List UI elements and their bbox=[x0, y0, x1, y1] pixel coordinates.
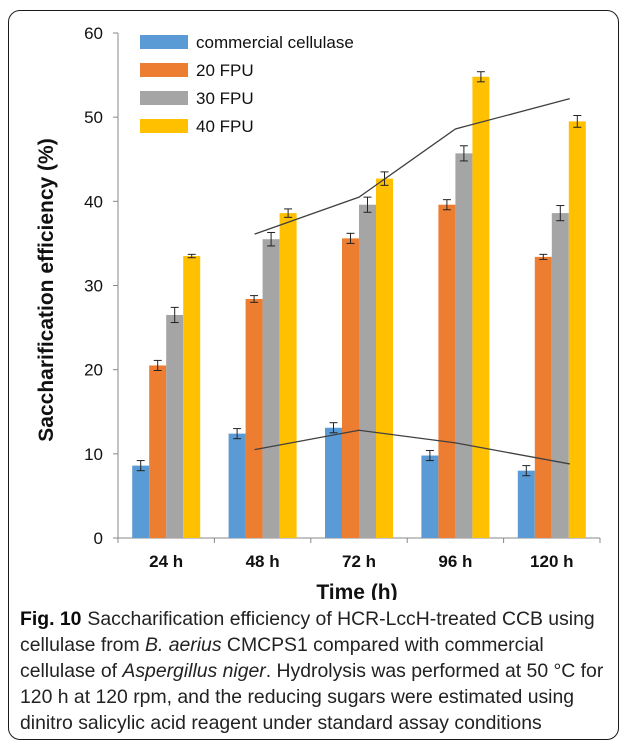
error-bar bbox=[187, 253, 196, 259]
y-axis-label: Saccharification efficiency (%) bbox=[35, 138, 58, 441]
chart-legend: commercial cellulase 20 FPU 30 FPU 40 FPU bbox=[140, 33, 354, 136]
error-bar bbox=[250, 295, 259, 303]
error-bar bbox=[170, 306, 179, 324]
error-bar bbox=[284, 208, 293, 218]
x-axis-label: Time (h) bbox=[316, 581, 397, 600]
bar-30-fpu-96h bbox=[455, 153, 473, 538]
figure-label: Fig. 10 bbox=[20, 608, 82, 630]
bar-40-fpu-48h bbox=[279, 213, 297, 538]
y-tick-label: 40 bbox=[84, 192, 103, 211]
legend-label: commercial cellulase bbox=[196, 33, 354, 52]
error-bar bbox=[425, 449, 434, 462]
error-bar bbox=[522, 465, 531, 477]
bar-30-fpu-24h bbox=[166, 314, 184, 538]
bar-30-fpu-48h bbox=[262, 239, 280, 539]
legend-label: 40 FPU bbox=[196, 117, 254, 136]
figure-caption-text: Saccharification efficiency of HCR-LccH-… bbox=[20, 608, 603, 734]
y-tick-label: 50 bbox=[84, 108, 103, 127]
error-bar bbox=[573, 114, 582, 128]
y-tick-label: 10 bbox=[84, 445, 103, 464]
trendline-2 bbox=[254, 98, 570, 235]
y-tick-label: 30 bbox=[84, 277, 103, 296]
bar-chart: 0 10 20 30 40 50 60 24 h 48 h 72 h 96 h 120 h comme… bbox=[35, 24, 601, 600]
bar-30-fpu-120h bbox=[551, 213, 569, 538]
caption-italic-text: B. aerius bbox=[145, 634, 222, 656]
bar-20-fpu-48h bbox=[245, 298, 263, 538]
legend-label: 20 FPU bbox=[196, 61, 254, 80]
figure-frame bbox=[8, 10, 619, 740]
caption-text: . Hydrolysis was performed at 50 °C for … bbox=[20, 660, 604, 734]
legend-swatch bbox=[140, 63, 188, 77]
y-tick-label: 60 bbox=[84, 24, 103, 43]
x-tick-label: 96 h bbox=[438, 552, 472, 571]
bar-commercial-cellulase-24h bbox=[132, 465, 150, 538]
error-bar bbox=[556, 205, 565, 222]
trendline-1 bbox=[254, 429, 570, 465]
caption-text: CMCPS1 compared with commercial cellulas… bbox=[20, 634, 544, 682]
bar-40-fpu-24h bbox=[183, 256, 201, 538]
error-bar bbox=[153, 359, 162, 372]
bar-40-fpu-120h bbox=[568, 121, 586, 538]
error-bar bbox=[233, 428, 242, 440]
figure-caption: Fig. 10 Saccharification efficiency of HC… bbox=[20, 606, 612, 736]
bar-20-fpu-120h bbox=[534, 256, 552, 538]
y-tick-label: 20 bbox=[84, 361, 103, 380]
legend-swatch bbox=[140, 91, 188, 105]
x-tick-label: 72 h bbox=[342, 552, 376, 571]
chart-error-bars bbox=[136, 71, 582, 477]
bar-commercial-cellulase-48h bbox=[228, 433, 246, 538]
error-bar bbox=[459, 145, 468, 162]
legend-label: 30 FPU bbox=[196, 89, 254, 108]
error-bar bbox=[363, 196, 372, 213]
error-bar bbox=[136, 460, 145, 472]
legend-swatch bbox=[140, 119, 188, 133]
x-tick-label: 120 h bbox=[530, 552, 573, 571]
bar-40-fpu-72h bbox=[376, 178, 393, 538]
bar-20-fpu-72h bbox=[342, 238, 359, 538]
x-tick-label: 48 h bbox=[246, 552, 280, 571]
bar-commercial-cellulase-72h bbox=[325, 427, 342, 538]
bar-commercial-cellulase-120h bbox=[517, 470, 535, 538]
error-bar bbox=[346, 232, 355, 244]
caption-italic-text: Aspergillus niger bbox=[122, 660, 266, 682]
error-bar bbox=[329, 422, 338, 434]
chart-trendlines bbox=[254, 98, 570, 465]
bar-30-fpu-72h bbox=[359, 204, 376, 538]
error-bar bbox=[476, 71, 485, 83]
bar-40-fpu-96h bbox=[472, 76, 490, 539]
y-tick-label: 0 bbox=[94, 529, 103, 548]
error-bar bbox=[539, 253, 548, 260]
error-bar bbox=[442, 199, 451, 211]
bar-commercial-cellulase-96h bbox=[421, 455, 439, 538]
caption-text: Saccharification efficiency of HCR-LccH-… bbox=[20, 608, 595, 656]
bar-20-fpu-24h bbox=[149, 365, 167, 538]
bar-20-fpu-96h bbox=[438, 204, 456, 538]
x-tick-label: 24 h bbox=[149, 552, 183, 571]
error-bar bbox=[267, 231, 276, 247]
legend-swatch bbox=[140, 35, 188, 49]
chart-bars bbox=[132, 76, 586, 539]
